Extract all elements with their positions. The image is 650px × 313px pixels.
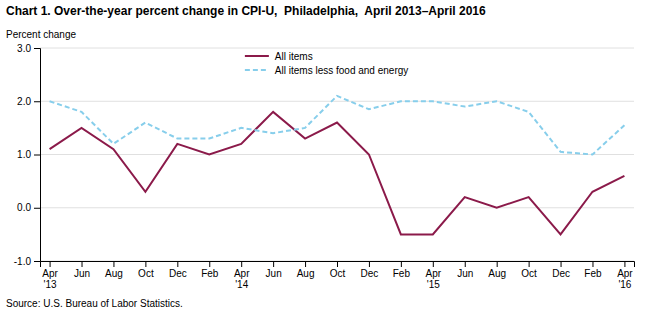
x-tick-mark: [369, 261, 370, 267]
grid-line: [40, 154, 634, 155]
x-tick-label: Oct: [330, 268, 346, 279]
grid-line: [40, 48, 634, 49]
grid-line: [40, 101, 634, 102]
legend: All items All items less food and energy: [245, 51, 408, 76]
x-tick-label: Jun: [266, 268, 282, 279]
x-tick-label: Feb: [393, 268, 411, 279]
x-tick-mark: [209, 261, 210, 267]
x-tick-mark: [273, 261, 274, 267]
x-tick-label: Dec: [552, 268, 570, 279]
series-line: [50, 96, 625, 155]
x-tick-label: Apr'16: [617, 268, 633, 290]
x-tick-mark: [465, 261, 466, 267]
x-tick: Oct: [521, 261, 537, 279]
x-tick-mark: [624, 261, 625, 267]
x-tick: Jun: [457, 261, 473, 279]
series-line: [50, 112, 625, 234]
y-tick-mark: [34, 155, 40, 156]
x-tick: Dec: [169, 261, 187, 279]
y-tick-label: 3.0: [17, 43, 31, 54]
x-tick-label: Jun: [457, 268, 473, 279]
x-tick-label: Apr'15: [426, 268, 442, 290]
x-tick-label: Feb: [584, 268, 602, 279]
y-tick: 1.0: [17, 149, 40, 160]
x-tick: Feb: [584, 261, 602, 279]
x-tick-mark: [497, 261, 498, 267]
x-axis-line: [41, 262, 635, 268]
x-tick-mark: [177, 261, 178, 267]
x-axis: Apr'13 Jun Aug Oct Dec Feb Apr'14 Jun Aug Oct Dec F…: [41, 261, 635, 290]
x-tick: Jun: [266, 261, 282, 279]
legend-label: All items: [275, 51, 313, 62]
x-tick: Feb: [201, 261, 219, 279]
legend-item: All items less food and energy: [245, 65, 408, 76]
legend-swatch: [245, 69, 269, 71]
x-tick-label: Aug: [105, 268, 123, 279]
y-tick-label: 0.0: [17, 202, 31, 213]
x-tick-label: Aug: [488, 268, 506, 279]
chart: Chart 1. Over-the-year percent change in…: [0, 0, 650, 313]
x-tick-label: Oct: [138, 268, 154, 279]
x-tick-mark: [401, 261, 402, 267]
y-tick-label: -1.0: [14, 256, 32, 267]
x-tick-mark: [50, 261, 51, 267]
x-tick: Aug: [488, 261, 506, 279]
x-tick-label: Oct: [521, 268, 537, 279]
plot: -1.00.01.02.03.0Apr'13JunAugOctDecFebApr…: [14, 43, 635, 290]
x-tick-mark: [337, 261, 338, 267]
x-tick: Aug: [297, 261, 315, 279]
y-tick-label: 2.0: [17, 96, 31, 107]
x-tick-label: Jun: [74, 268, 90, 279]
x-tick-label: Aug: [297, 268, 315, 279]
x-tick: Apr'15: [426, 261, 442, 290]
y-tick-label: 1.0: [17, 149, 31, 160]
y-tick: -1.0: [14, 256, 40, 267]
x-tick-mark: [433, 261, 434, 267]
y-tick-mark: [34, 261, 40, 262]
x-tick-mark: [145, 261, 146, 267]
x-tick: Oct: [330, 261, 346, 279]
x-tick: Apr'14: [234, 261, 250, 290]
x-tick-mark: [113, 261, 114, 267]
y-tick-mark: [34, 101, 40, 102]
grid-line: [40, 207, 634, 208]
x-tick-mark: [561, 261, 562, 267]
y-tick: 2.0: [17, 96, 40, 107]
y-tick-mark: [34, 208, 40, 209]
source: Source: U.S. Bureau of Labor Statistics.: [6, 298, 183, 309]
title: Chart 1. Over-the-year percent change in…: [6, 4, 486, 18]
x-tick: Feb: [393, 261, 411, 279]
x-tick: Dec: [361, 261, 379, 279]
x-tick-mark: [82, 261, 83, 267]
x-tick: Aug: [105, 261, 123, 279]
x-tick: Jun: [74, 261, 90, 279]
grid: [40, 48, 634, 261]
legend-label: All items less food and energy: [275, 65, 408, 76]
lines: [50, 96, 625, 234]
x-tick-mark: [529, 261, 530, 267]
x-tick-mark: [241, 261, 242, 267]
x-tick-label: Feb: [201, 268, 219, 279]
x-tick: Oct: [138, 261, 154, 279]
y-tick: 3.0: [17, 43, 40, 54]
x-tick: Dec: [552, 261, 570, 279]
legend-swatch: [245, 55, 269, 57]
x-tick-mark: [592, 261, 593, 267]
y-axis-title: Percent change: [6, 29, 76, 40]
x-tick: Apr'13: [42, 261, 58, 290]
x-tick-label: Dec: [169, 268, 187, 279]
x-tick-label: Apr'13: [42, 268, 58, 290]
x-tick-mark: [305, 261, 306, 267]
y-tick-mark: [34, 48, 40, 49]
y-tick: 0.0: [17, 202, 40, 213]
x-tick: Apr'16: [617, 261, 633, 290]
x-tick-label: Dec: [361, 268, 379, 279]
x-tick-label: Apr'14: [234, 268, 250, 290]
y-axis: -1.0 0.0 1.0 2.0 3.0: [14, 43, 41, 267]
y-axis-line: [34, 49, 41, 262]
legend-item: All items: [245, 51, 313, 62]
